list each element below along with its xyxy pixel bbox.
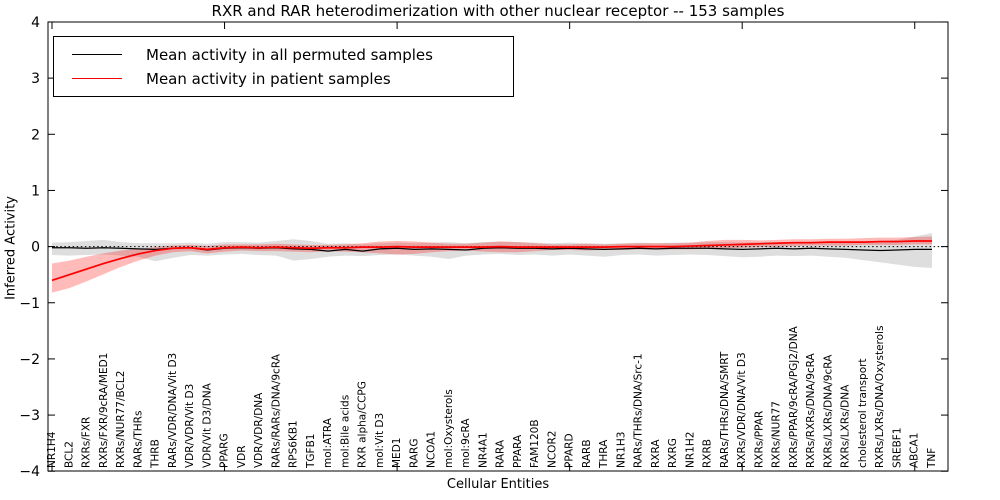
x-category-label: FAM120B: [529, 419, 541, 468]
x-category-label: mol:ATRA: [322, 417, 334, 468]
x-category-label: RXRs/PPAR/9cRA/PGJ2/DNA: [788, 325, 800, 468]
x-category-label: RXRs/LXRs/DNA/9cRA: [822, 354, 834, 468]
x-category-label: VDR/VDR/DNA: [253, 392, 265, 468]
x-category-label: VDR/VDR/Vit D3: [184, 384, 196, 468]
x-category-label: TGFB1: [305, 434, 317, 469]
chart-title: RXR and RAR heterodimerization with othe…: [211, 2, 785, 20]
x-category-label: VDR: [236, 445, 248, 468]
x-category-label: cholesterol transport: [857, 358, 869, 468]
x-category-label: SREBF1: [891, 427, 903, 468]
x-category-label: PPARG: [219, 433, 231, 468]
x-category-label: NCOA1: [426, 431, 438, 468]
x-category-label: RARs/VDR/DNA/Vit D3: [167, 353, 179, 468]
x-category-label: RARs/THRs/DNA/Src-1: [633, 353, 645, 468]
y-tick-label: 2: [31, 127, 40, 143]
x-category-label: RXRG: [667, 438, 679, 468]
legend-entry-permuted: Mean activity in all permuted samples: [72, 46, 513, 64]
y-axis-label: Inferred Activity: [3, 196, 19, 300]
patient-mean-line: [51, 240, 932, 282]
legend-entry-patient: Mean activity in patient samples: [72, 70, 513, 88]
x-category-label: THRA: [598, 439, 610, 469]
x-category-label: VDR/Vit D3/DNA: [201, 382, 213, 468]
y-tick-label: 3: [31, 71, 40, 87]
x-category-label: RXRs/NUR77/BCL2: [115, 371, 127, 468]
x-category-label: THRB: [150, 439, 162, 469]
x-category-label: RXRs/LXRs/DNA/Oxysterols: [874, 326, 886, 468]
x-category-label: RXRB: [702, 439, 714, 468]
x-category-label: RARG: [408, 439, 420, 469]
x-axis-label: Cellular Entities: [446, 477, 550, 492]
x-category-label: PPARD: [564, 433, 576, 468]
x-category-label: ABCA1: [909, 433, 921, 468]
x-category-label: NR1H4: [46, 431, 58, 468]
x-category-label: RXRs/FXR: [81, 417, 93, 468]
permuted-line-swatch: [72, 54, 122, 55]
x-category-label: NR1H3: [615, 432, 627, 468]
x-category-label: RARs/THRs: [132, 411, 144, 468]
x-category-label: mol:9cRA: [460, 418, 472, 468]
x-category-label: MED1: [391, 438, 403, 468]
patient-line-swatch: [72, 78, 122, 79]
x-category-label: RXR alpha/CCPG: [357, 381, 369, 468]
y-tick-label: −4: [19, 464, 40, 480]
y-tick-label: 4: [31, 15, 40, 31]
x-category-label: RXRs/LXRs/DNA: [840, 384, 852, 468]
x-category-label: NCOR2: [546, 431, 558, 468]
legend-label-patient: Mean activity in patient samples: [146, 69, 391, 88]
x-category-label: mol:Bile acids: [339, 395, 351, 468]
x-category-label: mol:Oxysterols: [443, 389, 455, 468]
legend-box: Mean activity in all permuted samples Me…: [53, 36, 514, 97]
permuted-confidence-band: [52, 233, 932, 268]
x-category-label: RARs/THRs/DNA/SMRT: [719, 351, 731, 468]
x-category-label: RPS6KB1: [288, 420, 300, 468]
x-category-label: RXRA: [650, 439, 662, 468]
x-category-label: RXRs/NUR77: [771, 401, 783, 468]
y-tick-label: −1: [19, 296, 40, 312]
x-category-label: mol:Vit D3: [374, 413, 386, 468]
x-category-label: RARB: [581, 439, 593, 468]
x-category-label: RARA: [495, 439, 507, 468]
x-category-label: RXRs/VDR/DNA/Vit D3: [736, 352, 748, 468]
x-category-label: RARs/RARs/DNA/9cRA: [270, 353, 282, 468]
legend-label-permuted: Mean activity in all permuted samples: [146, 45, 433, 64]
y-tick-label: 1: [31, 183, 40, 199]
x-category-label: TNF: [926, 448, 938, 469]
x-category-label: NR1H2: [684, 432, 696, 468]
x-category-label: RXRs/FXR/9cRA/MED1: [98, 353, 110, 468]
x-category-label: PPARA: [512, 434, 524, 468]
x-category-label: RXRs/PPAR: [753, 411, 765, 468]
x-category-label: BCL2: [63, 441, 75, 468]
patient-confidence-band: [52, 236, 932, 293]
x-category-label: RXRs/RXRs/DNA/9cRA: [805, 352, 817, 468]
y-tick-label: 0: [31, 240, 40, 256]
y-tick-label: −2: [19, 352, 40, 368]
y-tick-label: −3: [19, 408, 40, 424]
x-category-label: NR4A1: [477, 432, 489, 468]
